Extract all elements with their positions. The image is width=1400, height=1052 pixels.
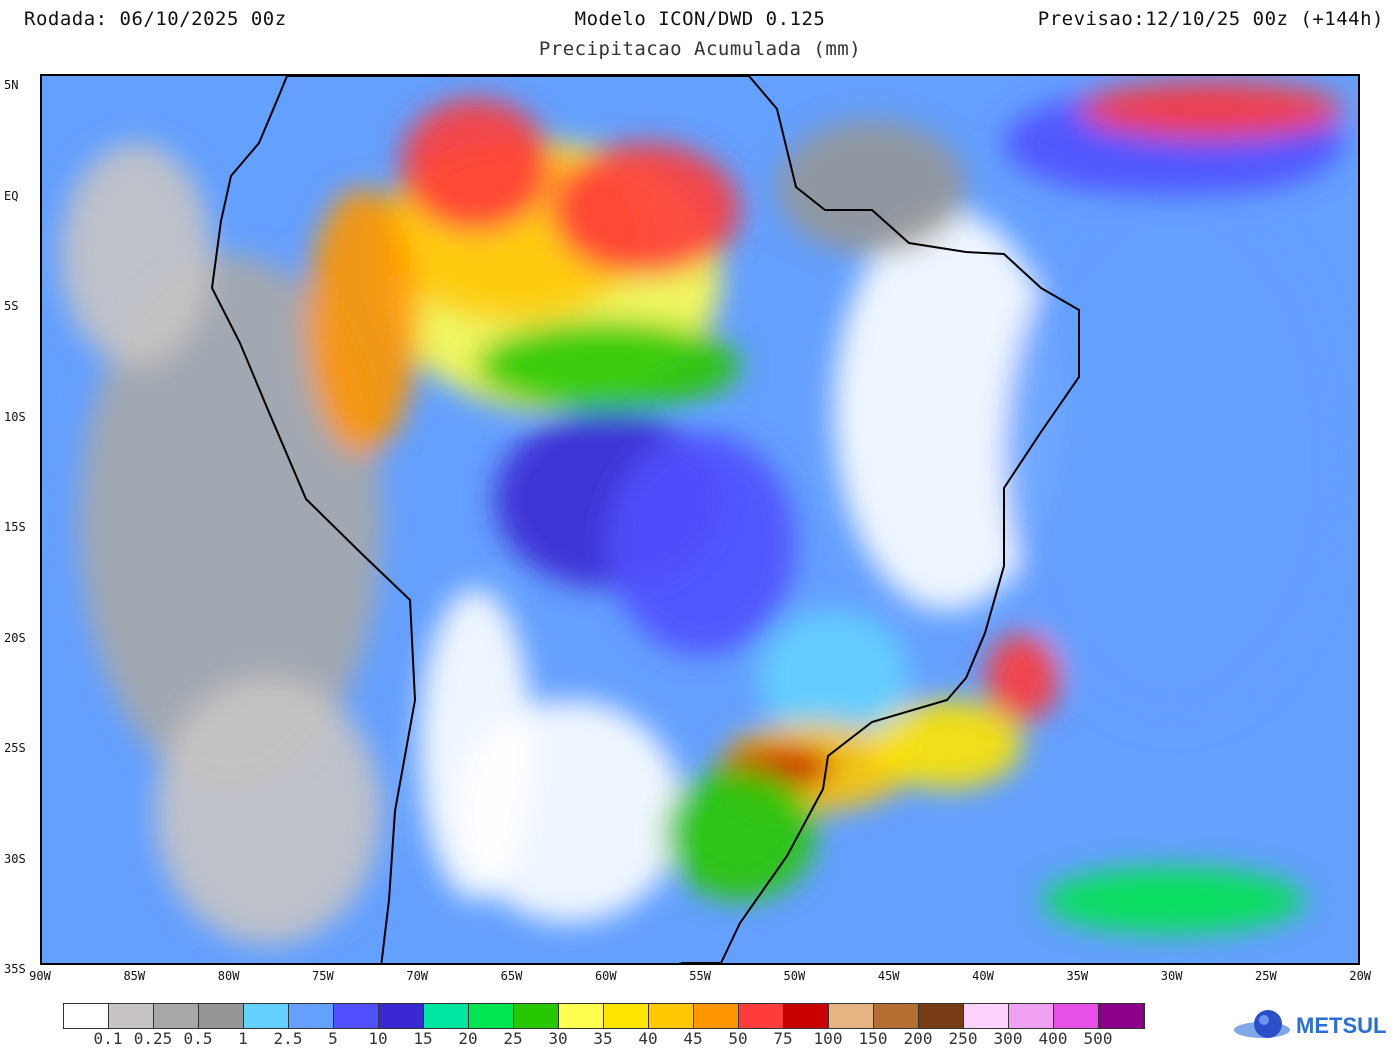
lon-label: 90W (29, 969, 51, 983)
lon-label: 25W (1255, 969, 1277, 983)
logo-text: METSUL (1296, 1013, 1387, 1038)
colorbar-label: 50 (728, 1029, 748, 1048)
lon-label: 60W (594, 969, 617, 983)
colorbar-label: 20 (458, 1029, 478, 1048)
colorbar (63, 1003, 1145, 1029)
colorbar-swatch (514, 1004, 559, 1028)
colorbar-label: 250 (948, 1029, 978, 1048)
lon-label: 65W (500, 969, 523, 983)
precip-area (551, 142, 740, 277)
lon-label: 75W (312, 969, 334, 983)
coastline (210, 76, 1080, 963)
colorbar-label: 500 (1083, 1029, 1113, 1048)
colorbar-label: 10 (368, 1029, 388, 1048)
lon-label: 80W (217, 969, 240, 983)
precip-area (607, 432, 797, 656)
globe-icon (1234, 1010, 1290, 1038)
precip-area (777, 120, 966, 255)
colorbar-label: 0.1 (93, 1029, 123, 1048)
colorbar-swatch (334, 1004, 379, 1028)
precip-area (984, 633, 1061, 723)
precip-area (1079, 80, 1344, 139)
run-time: Rodada: 06/10/2025 00z (24, 8, 287, 30)
colorbar-label: 0.25 (133, 1029, 173, 1048)
colorbar-swatch (919, 1004, 964, 1028)
colorbar-label: 25 (503, 1029, 523, 1048)
colorbar-swatch (1054, 1004, 1099, 1028)
lat-label: 5S (4, 299, 19, 313)
colorbar-swatch (604, 1004, 649, 1028)
colorbar-label: 400 (1038, 1029, 1068, 1048)
colorbar-label: 40 (638, 1029, 658, 1048)
colorbar-swatch (649, 1004, 694, 1028)
colorbar-swatch (694, 1004, 739, 1028)
colorbar-label: 200 (903, 1029, 933, 1048)
lon-label: 30W (1160, 969, 1183, 983)
map-svg (42, 76, 1358, 963)
lon-label: 45W (877, 969, 900, 983)
lat-label: 25S (4, 741, 26, 755)
colorbar-swatch (829, 1004, 874, 1028)
colorbar-label: 0.5 (183, 1029, 213, 1048)
lat-label: 35S (4, 962, 26, 976)
lat-label: 10S (4, 409, 26, 424)
lon-label: 70W (406, 969, 429, 983)
lat-label: EQ (4, 188, 19, 203)
precip-area (419, 588, 533, 901)
colorbar-swatch (784, 1004, 829, 1028)
colorbar-label: 5 (328, 1029, 338, 1048)
lon-label: 55W (689, 969, 711, 983)
precip-area (305, 187, 420, 455)
precip-area (155, 677, 382, 945)
precip-area (1041, 866, 1306, 934)
colorbar-swatch (199, 1004, 244, 1028)
colorbar-swatch (1009, 1004, 1054, 1028)
lat-label: 20S (4, 630, 26, 645)
colorbar-swatch (469, 1004, 514, 1028)
colorbar-label: 1 (238, 1029, 248, 1048)
metsul-logo: METSUL (1232, 1008, 1386, 1044)
colorbar-swatch (1099, 1004, 1144, 1028)
colorbar-swatch (379, 1004, 424, 1028)
precipitation-map (40, 74, 1360, 965)
colorbar-swatch (64, 1004, 109, 1028)
precip-area (664, 766, 816, 901)
precip-area (475, 321, 740, 411)
colorbar-swatch (424, 1004, 469, 1028)
precip-area (871, 699, 1023, 789)
precip-area (758, 610, 910, 745)
colorbar-swatch (874, 1004, 919, 1028)
colorbar-label: 30 (548, 1029, 568, 1048)
colorbar-label: 75 (773, 1029, 793, 1048)
precip-area (400, 98, 552, 232)
valid-time: Previsao:12/10/25 00z (+144h) (1037, 8, 1384, 30)
colorbar-label: 2.5 (273, 1029, 303, 1048)
colorbar-swatch (109, 1004, 154, 1028)
precip-area (1003, 187, 1344, 723)
colorbar-swatch (244, 1004, 289, 1028)
model-title: Modelo ICON/DWD 0.125 (574, 8, 826, 30)
lon-label: 85W (123, 969, 146, 983)
colorbar-swatch (559, 1004, 604, 1028)
precip-area (60, 142, 212, 366)
lon-label: 40W (972, 969, 994, 983)
lon-label: 50W (783, 969, 806, 983)
lon-label: 35W (1066, 969, 1089, 983)
colorbar-label: 300 (993, 1029, 1023, 1048)
colorbar-label: 45 (683, 1029, 703, 1048)
colorbar-label: 15 (413, 1029, 433, 1048)
colorbar-swatch (964, 1004, 1009, 1028)
lat-label: 15S (4, 520, 26, 534)
lat-label: 5N (4, 78, 19, 92)
precip-area (79, 254, 382, 789)
lon-label: 20W (1349, 969, 1372, 983)
colorbar-label: 35 (593, 1029, 613, 1048)
colorbar-swatch (289, 1004, 334, 1028)
map-subtitle: Precipitacao Acumulada (mm) (538, 38, 862, 60)
lat-label: 30S (4, 851, 26, 866)
colorbar-swatch (154, 1004, 199, 1028)
colorbar-swatch (739, 1004, 784, 1028)
colorbar-label: 150 (858, 1029, 888, 1048)
colorbar-label: 100 (813, 1029, 843, 1048)
